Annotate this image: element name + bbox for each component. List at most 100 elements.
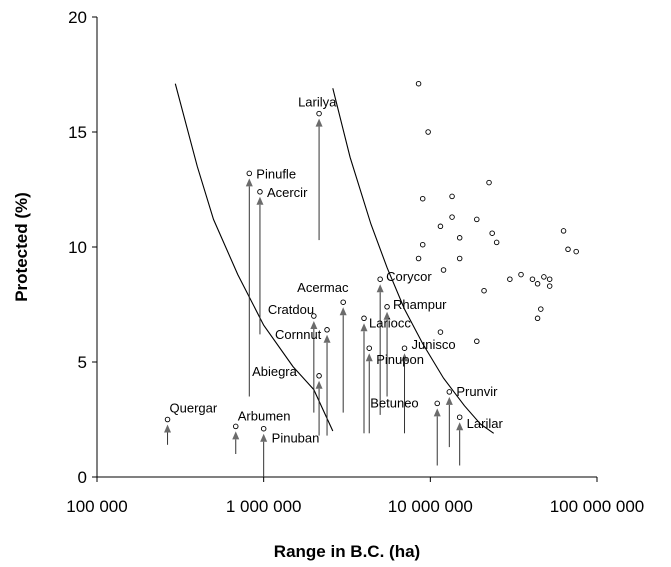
point-labels: Larilya Pinufle Acercir Corycor Acermac Rhamp… <box>170 95 504 446</box>
point-label: Quergar <box>170 401 218 416</box>
arrow-head <box>383 311 391 320</box>
data-point <box>456 255 463 262</box>
data-point <box>474 338 480 345</box>
data-point <box>541 274 547 280</box>
arrow-head <box>164 424 172 433</box>
point-label: Cornnut <box>275 327 322 342</box>
labeled-data-point <box>316 110 322 117</box>
data-point <box>518 271 524 278</box>
data-point <box>481 287 487 294</box>
data-point <box>493 239 500 246</box>
labeled-data-point <box>384 304 390 310</box>
point-label: Betuneo <box>370 395 418 410</box>
arrow-head <box>315 118 323 127</box>
y-tick-label: 5 <box>78 353 87 372</box>
arrow-head <box>360 323 368 332</box>
arrow-head <box>260 433 268 442</box>
labeled-data-point <box>324 327 330 333</box>
y-tick-label: 10 <box>68 238 87 257</box>
data-point <box>425 129 431 135</box>
data-point <box>529 276 536 282</box>
point-label: Arbumen <box>238 408 291 423</box>
x-axis-title: Range in B.C. (ha) <box>274 542 420 561</box>
threshold-curve-1 <box>174 83 334 432</box>
y-tick-label: 15 <box>68 123 87 142</box>
arrows <box>164 118 464 477</box>
data-point <box>486 179 492 186</box>
point-label: Abiegra <box>252 364 298 379</box>
labeled-data-point <box>260 425 267 432</box>
threshold-curve-2 <box>332 88 495 434</box>
x-tick-label: 10 000 000 <box>388 497 473 516</box>
x-tick-label: 100 000 000 <box>550 497 645 516</box>
arrow-head <box>445 396 453 405</box>
point-label: Prunvir <box>456 384 498 399</box>
arrow-head <box>339 307 347 316</box>
labeled-data-point <box>233 423 239 430</box>
point-label: Corycor <box>386 269 432 284</box>
data-point <box>538 306 544 312</box>
y-tick-label: 0 <box>78 468 87 487</box>
labeled-data-point <box>434 400 440 407</box>
arrow-head <box>456 422 464 431</box>
data-point <box>437 223 444 230</box>
point-label: Acermac <box>297 280 349 295</box>
labeled-data-point <box>164 416 171 423</box>
point-label: Cratdou <box>268 302 314 317</box>
threshold-curves <box>174 83 495 434</box>
labeled-data-point <box>257 189 263 195</box>
labeled-data-point <box>401 345 408 351</box>
labeled-data-point <box>311 313 317 319</box>
arrow-head <box>310 321 318 329</box>
data-point <box>489 230 495 236</box>
arrow-head <box>232 431 240 440</box>
arrow-head <box>315 380 323 389</box>
data-point <box>474 216 480 223</box>
labeled-data-point <box>366 345 372 351</box>
data-point <box>456 235 463 241</box>
arrow-head <box>323 334 331 343</box>
labeled-data-point <box>456 414 463 420</box>
labeled-data-point <box>446 389 453 395</box>
x-ticks: 100 000 1 000 000 10 000 000 100 000 000 <box>66 477 644 516</box>
data-point <box>546 283 553 289</box>
point-label: Pinuban <box>272 431 320 446</box>
data-point <box>419 241 426 248</box>
arrow-head <box>256 196 264 205</box>
point-label: Larilar <box>467 416 504 431</box>
labeled-data-point <box>340 299 346 305</box>
point-label: Lariocc <box>369 315 411 330</box>
arrow-head <box>365 353 373 362</box>
point-label: Pinufle <box>256 166 296 181</box>
data-point <box>534 315 541 322</box>
point-label: Junisco <box>412 337 456 352</box>
point-label: Rhampur <box>393 297 447 312</box>
y-axis-title: Protected (%) <box>12 192 31 302</box>
point-label: Pinupon <box>376 352 424 367</box>
data-point <box>573 248 579 255</box>
point-label: Acercir <box>267 185 308 200</box>
data-point <box>449 214 455 220</box>
arrow-head <box>376 284 384 293</box>
x-tick-label: 100 000 <box>66 497 127 516</box>
data-point <box>507 276 513 282</box>
data-point <box>449 193 455 200</box>
data-point <box>560 228 567 234</box>
data-point <box>419 195 426 202</box>
labeled-data-point <box>377 276 383 282</box>
data-point <box>534 281 541 287</box>
data-point <box>565 246 571 253</box>
arrow-head <box>245 178 253 187</box>
arrow-head <box>401 353 409 362</box>
points <box>164 80 579 432</box>
arrow-head <box>433 408 441 417</box>
point-label: Larilya <box>298 95 337 110</box>
labeled-data-point <box>361 315 367 322</box>
data-point <box>415 80 422 87</box>
y-ticks: 0 5 10 15 20 <box>68 8 97 487</box>
data-point <box>415 255 422 262</box>
x-tick-label: 1 000 000 <box>226 497 302 516</box>
y-tick-label: 20 <box>68 8 87 27</box>
data-point <box>437 329 444 335</box>
